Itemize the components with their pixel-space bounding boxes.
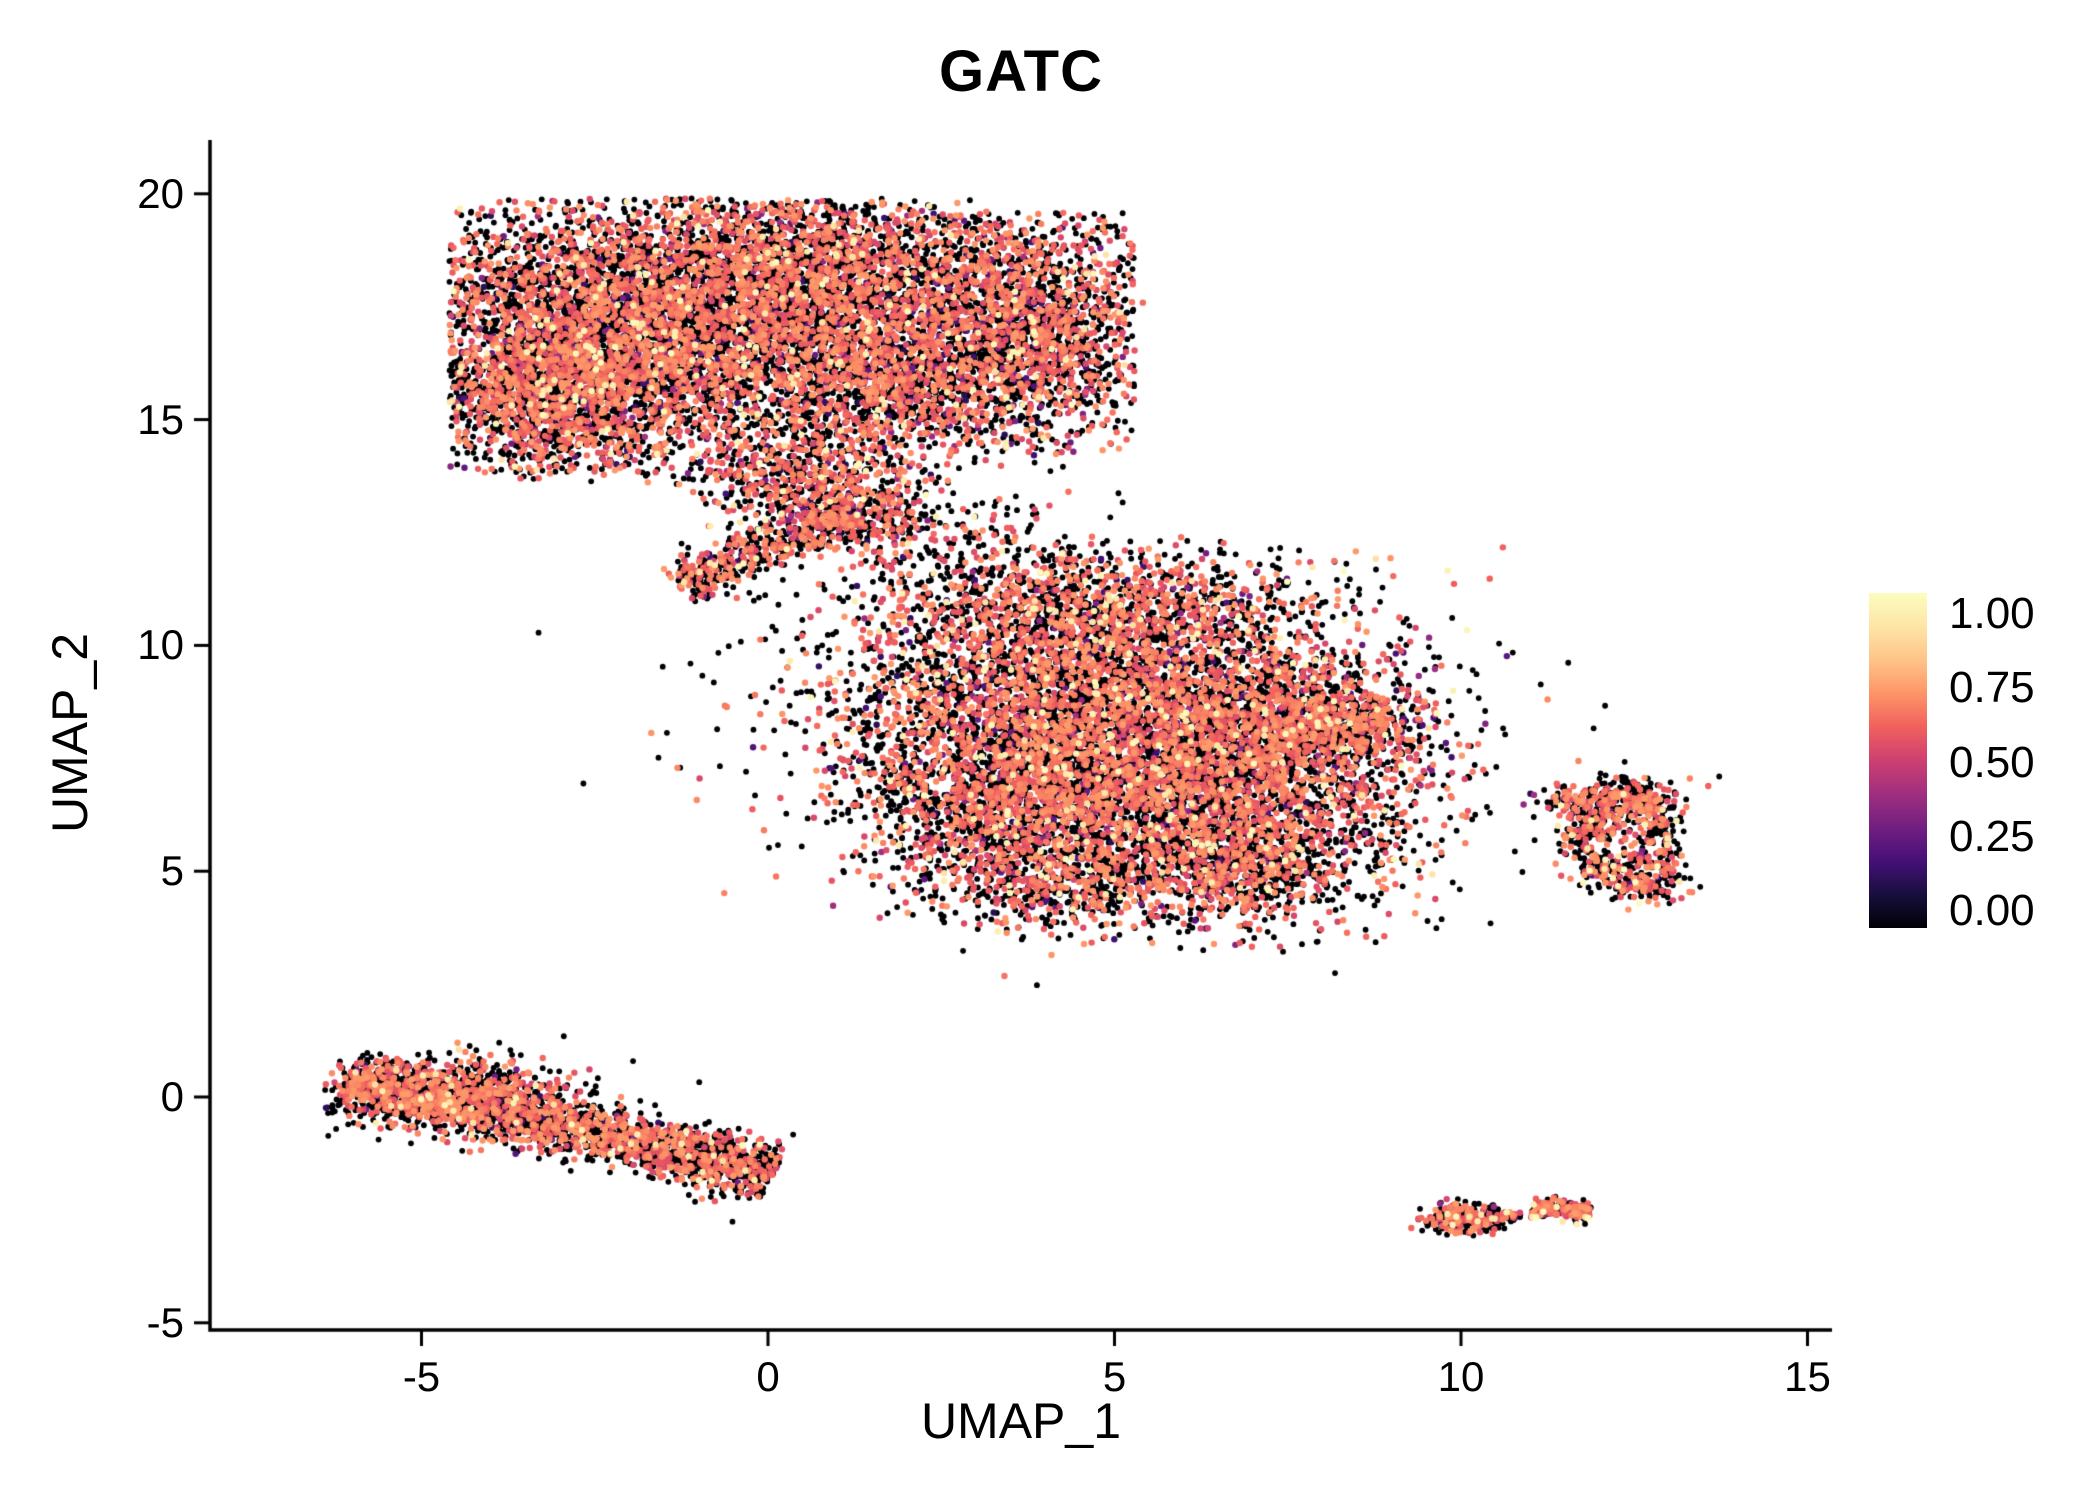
y-tick-label: 0 (160, 1073, 184, 1120)
y-tick-label: 20 (137, 169, 184, 217)
y-axis-label: UMAP_2 (42, 632, 98, 834)
x-tick-label: -5 (402, 1353, 441, 1400)
y-tick-label: 10 (137, 621, 184, 669)
x-axis-label: UMAP_1 (920, 1393, 1122, 1449)
x-tick-label: 10 (1437, 1353, 1485, 1400)
colorbar-tick-label: 0.50 (1949, 738, 2035, 787)
colorbar-tick-label: 0.75 (1949, 663, 2035, 712)
y-tick-label: -5 (146, 1298, 184, 1346)
x-tick-label: 5 (1102, 1353, 1127, 1400)
colorbar-tick-label: 0.25 (1949, 812, 2035, 861)
y-tick-label: 15 (137, 395, 184, 443)
colorbar-gradient (1869, 593, 1927, 928)
x-tick-label: 0 (756, 1353, 780, 1400)
y-tick-label: 5 (160, 847, 184, 895)
colorbar-tick-label: 1.00 (1949, 589, 2035, 638)
x-tick-label: 15 (1784, 1353, 1831, 1400)
colorbar-tick-label: 0.00 (1949, 886, 2035, 935)
